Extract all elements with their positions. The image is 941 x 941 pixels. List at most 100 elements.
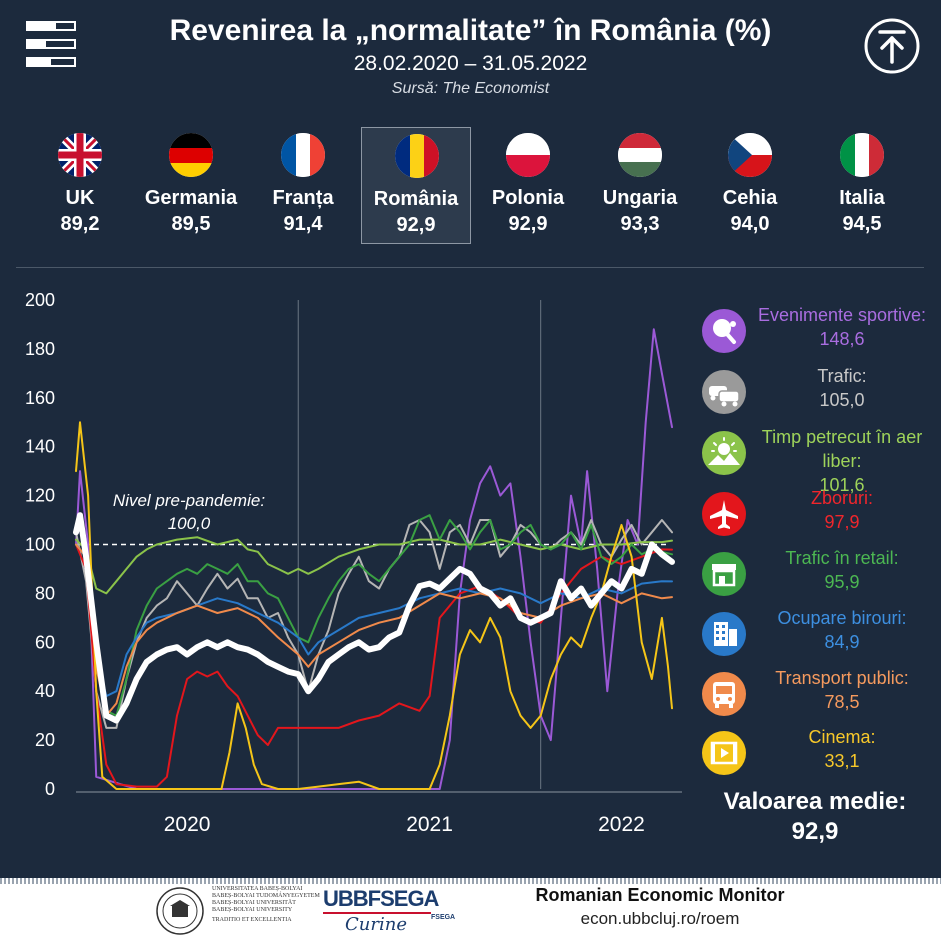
country-germania[interactable]: Germania 89,5 (136, 127, 246, 244)
x-tick-label: 2020 (164, 813, 211, 836)
legend-label: Timp petrecut în aer liber: (761, 427, 923, 471)
series-line (75, 543, 673, 788)
film-icon (702, 731, 746, 775)
baseline-label: Nivel pre-pandemie: (113, 491, 265, 510)
country-name: Cehia (722, 187, 778, 209)
legend-value: 84,9 (824, 632, 860, 652)
country-name: Franța (272, 187, 334, 209)
page-title: Revenirea la „normalitate” în România (%… (169, 14, 772, 47)
legend-value: 78,5 (824, 692, 860, 712)
menu-icon[interactable] (26, 21, 78, 69)
y-tick-label: 20 (35, 730, 55, 750)
country-value: 92,9 (508, 213, 548, 235)
country-name: Ungaria (602, 187, 678, 209)
legend-public-transport: Transport public: 78,5 (702, 666, 932, 728)
country-value: 89,5 (171, 213, 211, 235)
y-tick-label: 180 (25, 339, 55, 359)
series-line (73, 512, 675, 724)
legend-value: 95,9 (824, 572, 860, 592)
country-franta[interactable]: Franța 91,4 (248, 127, 358, 244)
university-name: UNIVERSITATEA BABEȘ-BOLYAI BABEȘ-BOLYAI … (212, 886, 320, 923)
country-value: 94,5 (842, 213, 882, 235)
hungary-flag-icon (618, 133, 662, 177)
shop-icon (702, 552, 746, 596)
france-flag-icon (281, 133, 325, 177)
y-tick-label: 120 (25, 486, 55, 506)
series-line (75, 543, 673, 698)
country-value: 93,3 (620, 213, 660, 235)
cars-icon (702, 370, 746, 414)
country-ungaria[interactable]: Ungaria 93,3 (585, 127, 695, 244)
series-line (75, 421, 673, 790)
footer-pattern (0, 878, 941, 884)
legend-value: 33,1 (824, 751, 860, 771)
x-tick-label: 2021 (406, 813, 453, 836)
fsega-script: Curine (345, 914, 407, 935)
y-tick-label: 140 (25, 437, 55, 457)
legend-value: 148,6 (819, 329, 865, 349)
average-value: 92,9 (791, 818, 839, 845)
fsega-logo: UBBFSEGA Curine FSEGA (323, 886, 463, 936)
country-romania[interactable]: România 92,9 (361, 127, 471, 244)
country-value: 91,4 (283, 213, 323, 235)
fsega-tag: FSEGA (431, 914, 456, 921)
uk-flag-icon (58, 133, 102, 177)
country-value: 92,9 (396, 214, 436, 236)
legend-flights: Zboruri: 97,9 (702, 486, 932, 548)
country-name: Germania (144, 187, 238, 209)
czechia-flag-icon (728, 133, 772, 177)
country-uk[interactable]: UK 89,2 (25, 127, 135, 244)
office-building-icon (702, 612, 746, 656)
legend-office-occupancy: Ocupare birouri: 84,9 (702, 606, 932, 668)
y-tick-label: 40 (35, 681, 55, 701)
section-divider (16, 267, 924, 268)
country-cehia[interactable]: Cehia 94,0 (695, 127, 805, 244)
scroll-to-top-icon[interactable] (864, 18, 920, 74)
y-tick-label: 0 (45, 779, 55, 799)
legend-label: Cinema: (808, 727, 876, 747)
series-line (75, 543, 673, 717)
legend-label: Transport public: (775, 668, 909, 688)
country-value: 89,2 (60, 213, 100, 235)
legend-label: Ocupare birouri: (777, 608, 907, 628)
legend-label: Trafic în retail: (785, 548, 899, 568)
legend-traffic: Trafic: 105,0 (702, 364, 932, 426)
legend-label: Zboruri: (810, 488, 873, 508)
legend-retail-traffic: Trafic în retail: 95,9 (702, 546, 932, 608)
average-label: Valoarea medie: (723, 788, 907, 815)
series-lines (73, 328, 675, 790)
country-name: România (373, 188, 459, 210)
y-tick-label: 80 (35, 583, 55, 603)
y-tick-label: 160 (25, 388, 55, 408)
roem-link[interactable]: econ.ubbcluj.ro/roem (580, 909, 740, 928)
y-tick-label: 200 (25, 290, 55, 310)
legend-value: 101,6 (819, 475, 865, 495)
mobility-line-chart: 0 20 40 60 80 100 120 140 160 180 200 Nivel pre-pa… (25, 290, 682, 836)
legend-sport-events: Evenimente sportive: 148,6 (702, 303, 932, 365)
airplane-icon (702, 492, 746, 536)
legend-label: Trafic: (817, 366, 867, 386)
italy-flag-icon (840, 133, 884, 177)
bus-icon (702, 672, 746, 716)
legend-label: Evenimente sportive: (757, 305, 927, 325)
poland-flag-icon (506, 133, 550, 177)
x-axis-ticks: 2020 2021 2022 (164, 813, 645, 836)
series-line (75, 514, 673, 717)
romania-flag-icon (395, 134, 439, 178)
country-selector: UK 89,2 Germania 89,5 Franța 91,4 Români… (30, 127, 910, 245)
series-line (75, 536, 673, 595)
x-tick-label: 2022 (598, 813, 645, 836)
country-italia[interactable]: Italia 94,5 (807, 127, 917, 244)
legend-cinema: Cinema: 33,1 (702, 725, 932, 787)
source-note: Sursă: The Economist (391, 80, 550, 97)
country-polonia[interactable]: Polonia 92,9 (473, 127, 583, 244)
germany-flag-icon (169, 133, 213, 177)
legend-outdoor-time: Timp petrecut în aer liber: 101,6 (702, 425, 932, 495)
country-value: 94,0 (730, 213, 770, 235)
country-name: UK (65, 187, 95, 209)
fsega-wordmark: UBBFSEGA (323, 886, 439, 911)
date-range: 28.02.2020 – 31.05.2022 (353, 52, 588, 75)
country-name: Italia (839, 187, 885, 209)
country-name: Polonia (491, 187, 565, 209)
legend-value: 97,9 (824, 512, 860, 532)
